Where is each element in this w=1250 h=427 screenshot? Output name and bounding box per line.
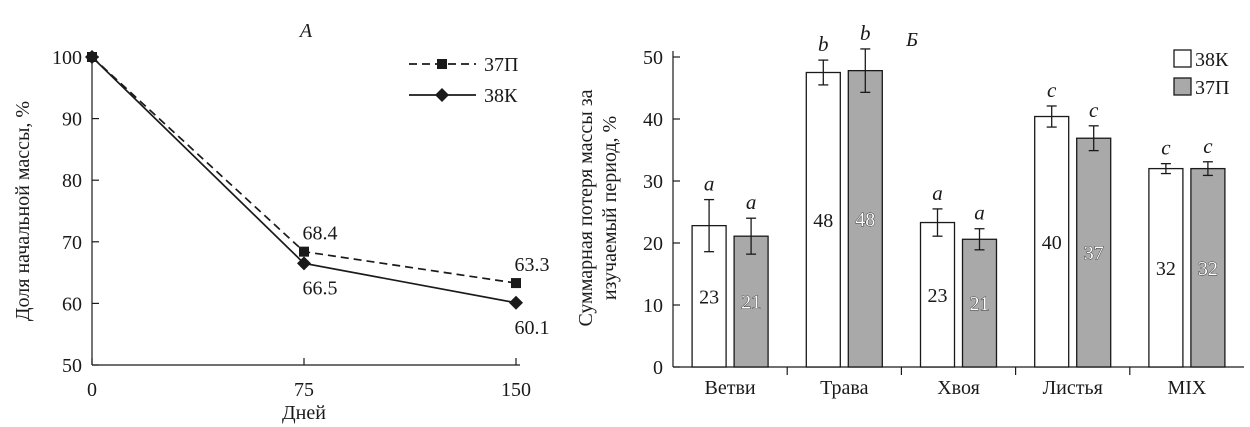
data-point-38К bbox=[297, 256, 311, 271]
data-label-38К: 60.1 bbox=[515, 317, 550, 339]
panel-b-x-tick-label: MIX bbox=[1167, 377, 1206, 399]
legend-marker-38К bbox=[435, 88, 449, 102]
panel-a-y-tick-label: 70 bbox=[62, 232, 82, 254]
panel-a-y-tick-label: 60 bbox=[62, 293, 82, 315]
bar-value-label-37П: 21 bbox=[741, 292, 761, 314]
bar-value-label-38К: 32 bbox=[1156, 258, 1176, 280]
panel-a-title: А bbox=[298, 20, 313, 42]
bar-38К bbox=[1034, 115, 1070, 368]
panel-b-y-tick-label: 40 bbox=[643, 109, 663, 131]
data-point-37П bbox=[299, 246, 309, 257]
bar-38К bbox=[919, 221, 956, 368]
data-label-38К: 66.5 bbox=[303, 277, 338, 299]
panel-b-title: Б bbox=[905, 29, 918, 51]
significance-letter-37П: a bbox=[974, 201, 985, 225]
panel-b-y-tick-label: 0 bbox=[653, 357, 663, 379]
panel-a-y-tick-label: 80 bbox=[62, 170, 82, 192]
significance-letter-37П: c bbox=[1203, 134, 1213, 158]
data-point-37П bbox=[511, 278, 521, 289]
significance-letter-37П: b bbox=[860, 21, 871, 45]
bar-value-label-37П: 21 bbox=[970, 293, 990, 315]
panel-a-y-tick-label: 50 bbox=[62, 355, 82, 377]
significance-letter-37П: a bbox=[746, 190, 757, 214]
data-point-38К bbox=[509, 295, 523, 310]
panel-b-y-tick-label: 10 bbox=[643, 295, 663, 317]
panel-b-y-tick-label: 50 bbox=[643, 47, 663, 69]
bar-37П bbox=[1190, 167, 1226, 368]
bar-37П bbox=[1076, 137, 1112, 368]
panel-a-x-tick-label: 0 bbox=[87, 379, 97, 401]
bar-value-label-37П: 48 bbox=[855, 209, 875, 231]
bar-value-label-38К: 23 bbox=[928, 285, 948, 307]
bar-value-label-38К: 40 bbox=[1042, 232, 1062, 254]
significance-letter-38К: c bbox=[1161, 136, 1171, 160]
data-label-37П: 63.3 bbox=[515, 254, 550, 276]
bar-37П bbox=[961, 238, 998, 368]
panel-a: А Доля начальной массы, % Дней 50 60 70 80 9… bbox=[12, 20, 550, 424]
panel-a-y-axis-label: Доля начальной массы, % bbox=[12, 101, 34, 321]
panel-b-y-axis-label-line2: изучаемый период, % bbox=[599, 116, 621, 300]
panel-a-x-axis-label: Дней bbox=[282, 402, 326, 424]
bar-38К bbox=[1148, 167, 1184, 368]
legend-swatch-38К bbox=[1173, 49, 1192, 68]
significance-letter-37П: c bbox=[1089, 98, 1099, 122]
panel-a-x-tick-label: 150 bbox=[501, 379, 531, 401]
significance-letter-38К: a bbox=[704, 172, 715, 196]
bar-value-label-37П: 32 bbox=[1198, 258, 1218, 280]
bar-38К bbox=[805, 71, 841, 368]
panel-a-y-tick-label: 100 bbox=[52, 47, 82, 69]
panel-a-x-tick-label: 75 bbox=[294, 379, 314, 401]
panel-b: Б Суммарная потеря массы за изучаемый пе… bbox=[575, 21, 1244, 399]
panel-a-y-tick-label: 90 bbox=[62, 109, 82, 131]
panel-b-x-tick-label: Листья bbox=[1043, 377, 1103, 399]
panel-b-y-tick-label: 30 bbox=[643, 171, 663, 193]
panel-b-x-tick-label: Хвоя bbox=[937, 377, 980, 399]
panel-b-y-tick-label: 20 bbox=[643, 233, 663, 255]
panel-b-x-tick-label: Трава bbox=[820, 377, 869, 399]
significance-letter-38К: c bbox=[1047, 78, 1057, 102]
significance-letter-38К: b bbox=[818, 32, 829, 56]
legend-label-38К: 38К bbox=[484, 85, 518, 107]
bar-value-label-38К: 23 bbox=[699, 286, 719, 308]
panel-b-y-axis-label-line1: Суммарная потеря массы за bbox=[575, 89, 597, 326]
bar-value-label-37П: 37 bbox=[1084, 243, 1104, 265]
data-point-38К bbox=[85, 50, 99, 64]
bar-value-label-38К: 48 bbox=[813, 210, 833, 232]
panel-b-x-tick-label: Ветви bbox=[705, 377, 756, 399]
legend-label-37П: 37П bbox=[484, 54, 518, 76]
legend-swatch-37П bbox=[1173, 77, 1192, 96]
data-label-37П: 68.4 bbox=[303, 223, 338, 245]
legend-marker-37П bbox=[437, 59, 447, 69]
legend-label-38К: 38К bbox=[1195, 49, 1229, 71]
legend-label-37П: 37П bbox=[1195, 77, 1229, 99]
bar-37П bbox=[733, 235, 769, 368]
significance-letter-38К: a bbox=[932, 181, 943, 205]
